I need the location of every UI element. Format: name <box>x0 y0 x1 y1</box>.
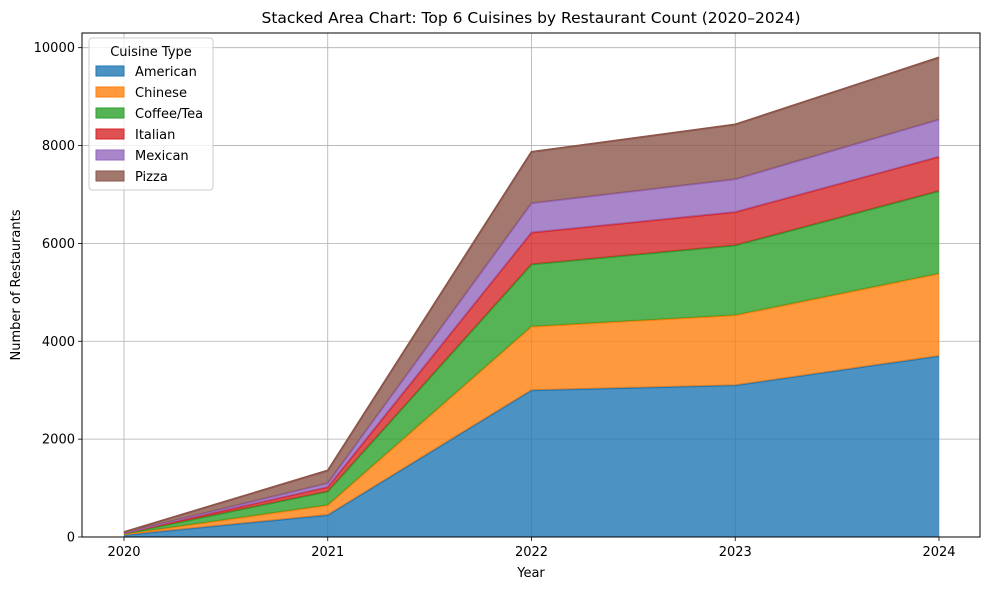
area-italian <box>124 156 939 534</box>
y-tick-label: 10000 <box>34 41 75 56</box>
area-layer <box>123 56 940 537</box>
area-edge-pizza <box>123 56 940 534</box>
y-axis-label: Number of Restaurants <box>9 209 24 360</box>
y-tick-label: 0 <box>67 531 75 546</box>
x-tick-label: 2021 <box>311 545 344 560</box>
legend-label-american: American <box>135 65 197 80</box>
legend-label-chinese: Chinese <box>135 86 187 101</box>
plot-frame <box>81 32 981 538</box>
legend-label-coffee-tea: Coffee/Tea <box>135 107 203 122</box>
y-tick-label: 4000 <box>42 335 75 350</box>
legend-items: American Chinese Coffee/Tea Italian Mexican P… <box>95 65 203 185</box>
x-tick-label: 2024 <box>922 545 955 560</box>
tick-layer: 2020 2021 2022 2023 2024 0 2000 4000 6000 8000 100… <box>34 41 956 560</box>
legend-label-pizza: Pizza <box>135 170 168 185</box>
area-chinese <box>124 273 939 535</box>
area-coffee-tea <box>124 191 939 535</box>
legend-swatch-mexican <box>95 149 125 161</box>
x-axis-label: Year <box>516 566 545 581</box>
area-pizza <box>124 57 939 533</box>
legend-swatch-italian <box>95 128 125 140</box>
y-tick-label: 6000 <box>42 237 75 252</box>
legend-swatch-american <box>95 65 125 77</box>
area-american <box>124 356 939 537</box>
legend-title: Cuisine Type <box>110 45 192 60</box>
y-tick-label: 2000 <box>42 433 75 448</box>
y-tick-label: 8000 <box>42 139 75 154</box>
x-tick-label: 2022 <box>515 545 548 560</box>
legend-swatch-pizza <box>95 170 125 182</box>
legend: Cuisine Type American Chinese Coffee/Tea It… <box>88 37 214 191</box>
legend-label-mexican: Mexican <box>135 149 189 164</box>
x-tick-label: 2020 <box>107 545 140 560</box>
area-mexican <box>124 119 939 534</box>
legend-swatch-coffee-tea <box>95 107 125 119</box>
legend-swatch-chinese <box>95 86 125 98</box>
x-tick-label: 2023 <box>719 545 752 560</box>
chart-title: Stacked Area Chart: Top 6 Cuisines by Re… <box>262 9 801 27</box>
legend-label-italian: Italian <box>135 128 175 143</box>
